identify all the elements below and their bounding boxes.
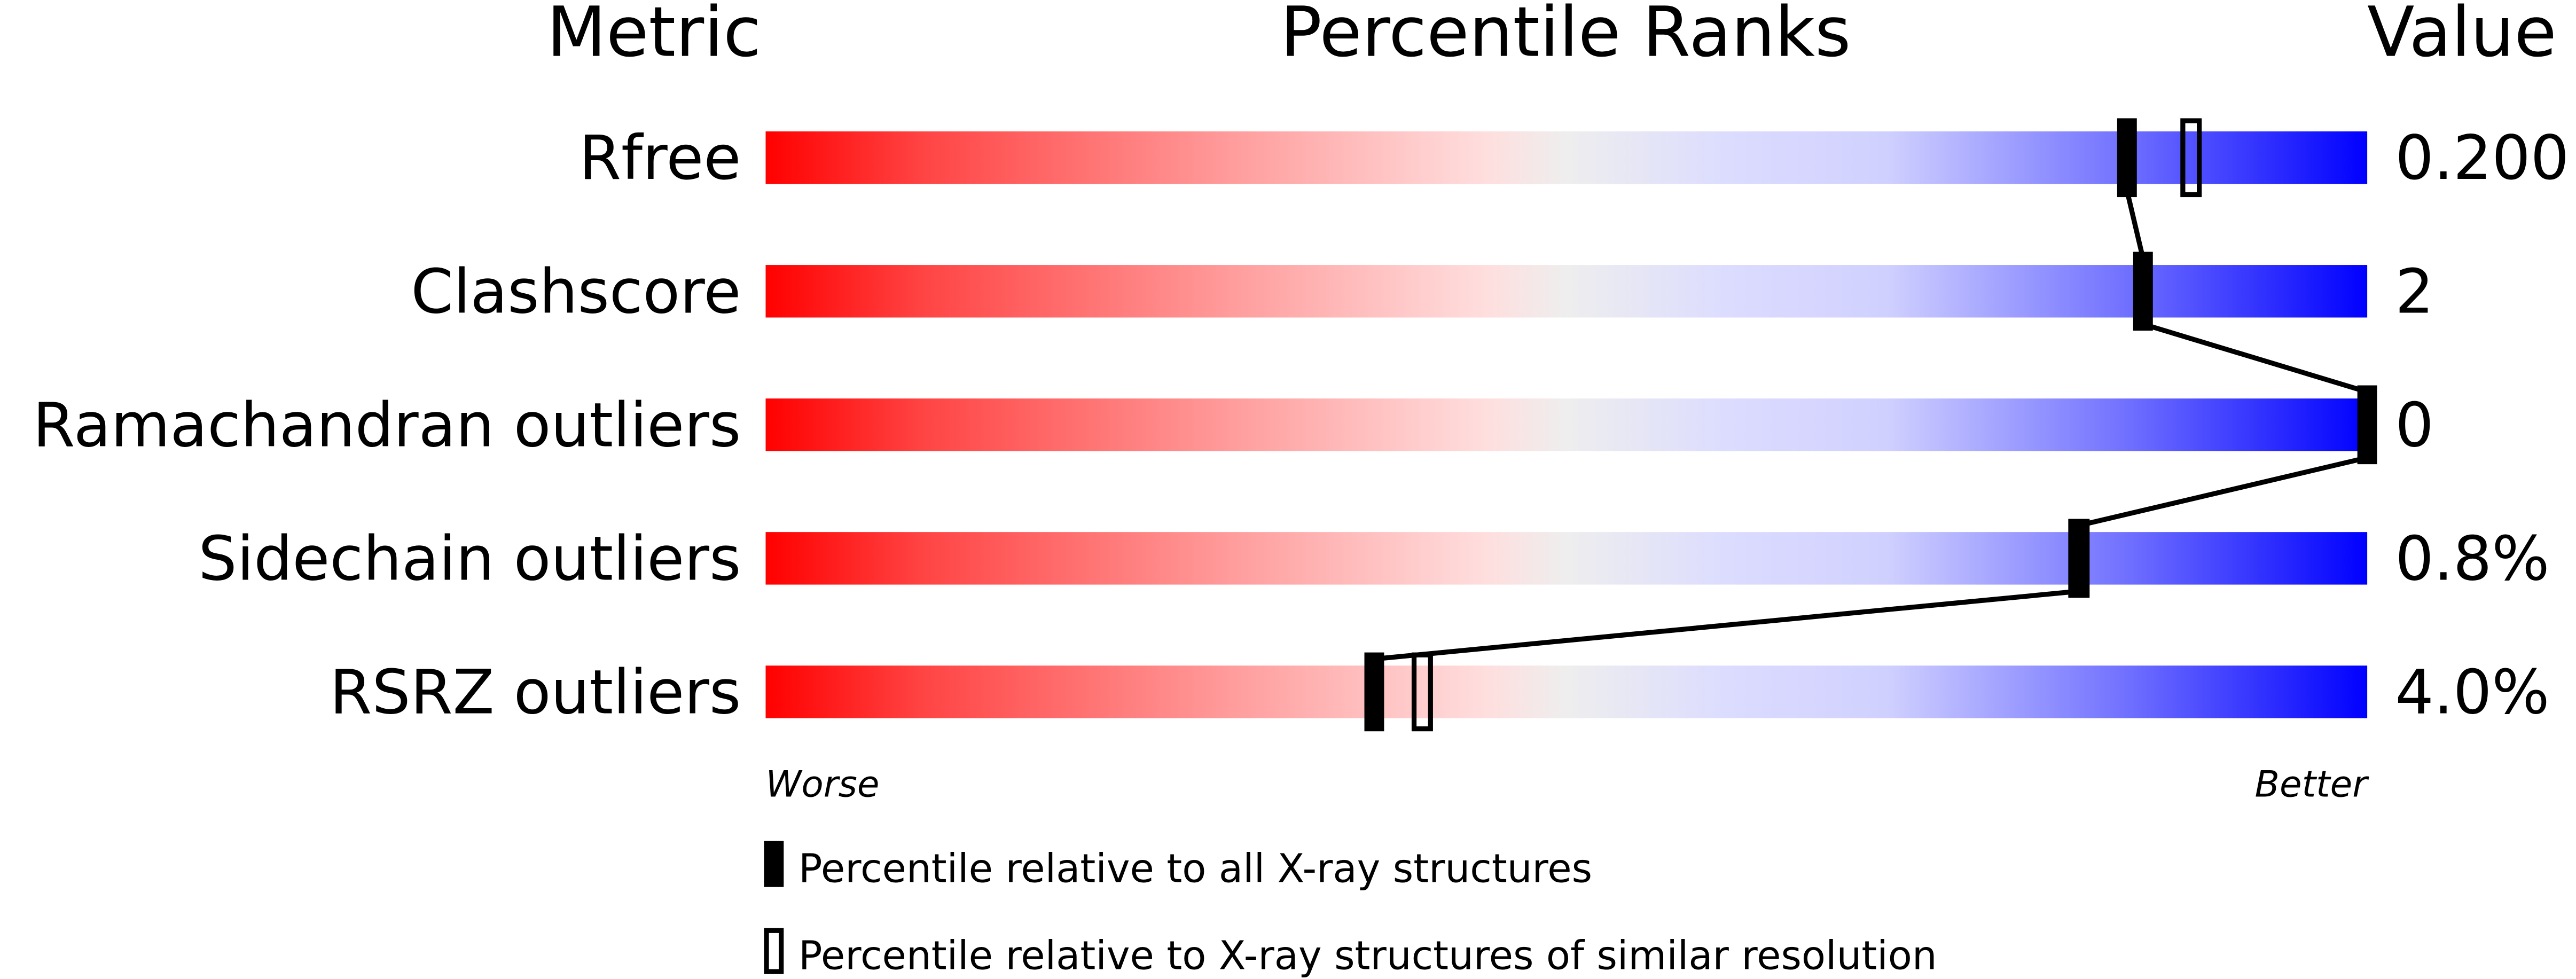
percentile-bar [765, 532, 2368, 585]
metric-value: 0.200 [2395, 122, 2569, 193]
metric-label: Rfree [579, 122, 741, 193]
marker-all-structures [2357, 385, 2377, 465]
metric-value: 2 [2395, 256, 2433, 327]
percentile-bar [765, 265, 2368, 318]
axis-end-worse: Worse [765, 763, 879, 805]
metric-value: 4.0% [2395, 656, 2549, 727]
axis-end-better: Better [2255, 763, 2370, 805]
legend-label-all: Percentile relative to all X-ray structu… [798, 846, 1592, 892]
legend-open-marker [764, 928, 784, 974]
percentile-bar [765, 131, 2368, 184]
header-metric: Metric [547, 0, 762, 73]
metric-label: Ramachandran outliers [33, 389, 741, 460]
metric-label: RSRZ outliers [330, 656, 741, 727]
metric-label: Sidechain outliers [198, 523, 741, 594]
percentile-bar [765, 398, 2368, 451]
metric-label: Clashscore [411, 256, 741, 327]
marker-similar-resolution [2180, 118, 2202, 198]
metric-value: 0 [2395, 389, 2433, 460]
metric-value: 0.8% [2395, 523, 2549, 594]
marker-all-structures [2117, 118, 2137, 198]
marker-all-structures [2133, 252, 2153, 331]
marker-similar-resolution [1411, 652, 1433, 732]
marker-all-structures [1364, 652, 1384, 732]
marker-all-structures [2069, 519, 2089, 598]
legend-filled-marker [764, 841, 784, 887]
legend-label-similar: Percentile relative to X-ray structures … [798, 933, 1937, 979]
header-percentile-ranks: Percentile Ranks [1280, 0, 1851, 73]
header-value: Value [2367, 0, 2557, 73]
percentile-bar [765, 665, 2368, 718]
